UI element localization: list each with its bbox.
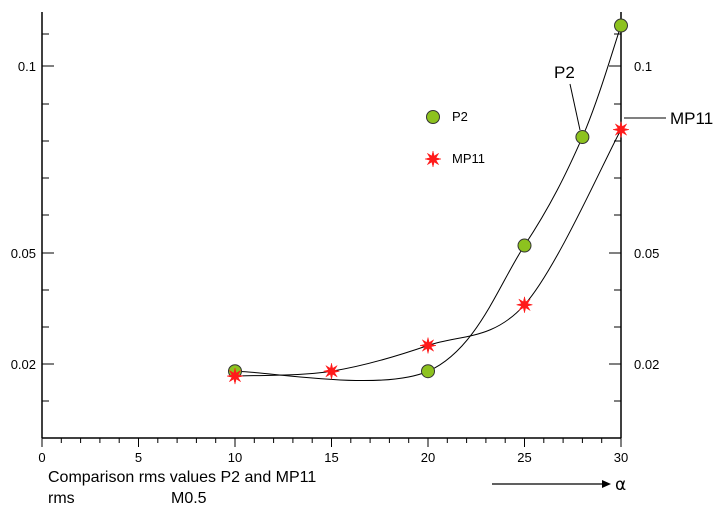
x-tick-labels: 0 5 10 15 20 25 30 — [38, 450, 628, 465]
caption-line-2-mode: M0.5 — [171, 490, 207, 507]
y-tick-labels: 0.1 0.05 0.02 0.1 0.05 0.02 — [11, 59, 660, 372]
point-mp11 — [323, 363, 340, 380]
point-p2 — [614, 18, 628, 33]
series-markers — [226, 18, 630, 385]
legend-p2-marker — [426, 110, 440, 124]
series-line-mp11 — [234, 129, 622, 377]
caption-line-2-rms: rms — [48, 490, 75, 507]
legend-p2-label: P2 — [452, 109, 468, 124]
x-axis-arrow: α — [492, 475, 626, 495]
x-axis-symbol: α — [615, 475, 626, 495]
y-tick-label-right: 0.1 — [634, 59, 652, 74]
series-curves — [234, 25, 622, 382]
annotation-p2: P2 — [554, 63, 581, 131]
point-mp11 — [226, 368, 244, 385]
y-tick-label-right: 0.02 — [634, 357, 659, 372]
caption-line-1: Comparison rms values P2 and MP11 — [48, 469, 317, 486]
legend-star-shape — [424, 150, 442, 168]
x-tick-label: 15 — [324, 450, 338, 465]
annotation-mp11-label: MP11 — [670, 109, 713, 128]
annotation-p2-leader — [569, 83, 581, 131]
point-mp11 — [612, 121, 630, 138]
x-tick-label: 25 — [517, 450, 531, 465]
y-tick-label-left: 0.1 — [18, 59, 36, 74]
legend-mp11-marker — [424, 150, 442, 168]
x-tick-label: 30 — [614, 450, 628, 465]
legend: P2 MP11 — [424, 109, 485, 168]
x-tick-label: 20 — [421, 450, 435, 465]
annotation-p2-label: P2 — [554, 63, 575, 82]
point-mp11 — [419, 337, 437, 354]
series-line-p2 — [234, 25, 622, 382]
point-mp11 — [516, 296, 533, 313]
legend-mp11-label: MP11 — [452, 151, 485, 166]
y-tick-label-right: 0.05 — [634, 246, 659, 261]
y-tick-label-left: 0.02 — [11, 357, 36, 372]
point-p2 — [421, 364, 435, 379]
y-tick-label-left: 0.05 — [11, 246, 36, 261]
point-p2 — [517, 238, 532, 253]
x-tick-label: 10 — [228, 450, 242, 465]
x-tick-label: 5 — [135, 450, 142, 465]
x-tick-label: 0 — [38, 450, 45, 465]
annotation-mp11: MP11 — [624, 109, 713, 128]
axis-ticks — [41, 33, 622, 447]
point-p2 — [575, 130, 590, 145]
